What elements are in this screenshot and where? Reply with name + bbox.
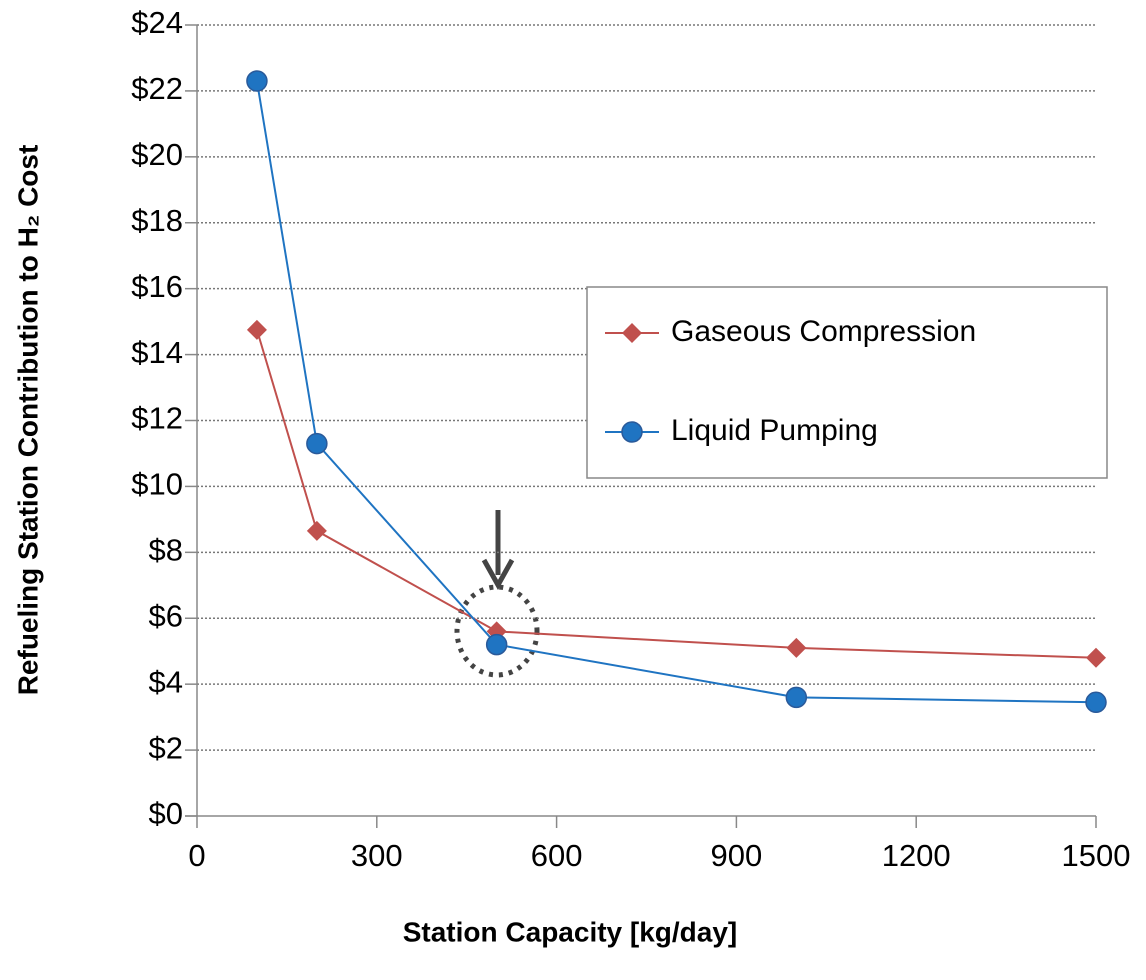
y-tick-label: $18: [131, 203, 183, 238]
marker: [246, 319, 267, 340]
marker: [786, 637, 807, 658]
y-tick-label: $10: [131, 467, 183, 502]
y-tick-label: $24: [131, 5, 183, 40]
annotation-circle: [454, 584, 540, 678]
x-axis-title: Station Capacity [kg/day]: [403, 916, 738, 947]
x-tick-label: 1200: [882, 838, 951, 873]
y-axis-title: Refueling Station Contribution to H₂ Cos…: [12, 145, 43, 696]
legend-label: Liquid Pumping: [671, 414, 878, 447]
marker: [785, 686, 808, 709]
annotation-arrow-head: [481, 558, 515, 591]
x-tick-label: 900: [711, 838, 763, 873]
marker: [306, 520, 327, 541]
marker: [485, 633, 508, 656]
y-tick-label: $8: [149, 533, 183, 568]
marker: [1086, 647, 1106, 668]
legend-marker: [622, 323, 642, 343]
x-tick-label: 1500: [1062, 838, 1131, 873]
y-tick-label: $20: [131, 137, 183, 172]
y-tick-label: $0: [149, 796, 183, 831]
marker: [306, 432, 328, 455]
marker: [246, 70, 268, 92]
y-tick-label: $16: [131, 269, 183, 304]
y-tick-label: $14: [131, 335, 183, 370]
x-tick-label: 600: [531, 838, 583, 873]
marker: [1085, 691, 1107, 714]
y-tick-label: $6: [149, 598, 183, 633]
y-tick-label: $12: [131, 401, 183, 436]
legend-box: [586, 286, 1108, 479]
legend-marker: [621, 421, 643, 443]
legend-label: Gaseous Compression: [671, 315, 976, 348]
y-tick-label: $4: [149, 664, 183, 699]
y-tick-label: $22: [131, 71, 183, 106]
x-tick-label: 300: [351, 838, 403, 873]
y-tick-label: $2: [149, 730, 183, 765]
x-tick-label: 0: [188, 838, 205, 873]
